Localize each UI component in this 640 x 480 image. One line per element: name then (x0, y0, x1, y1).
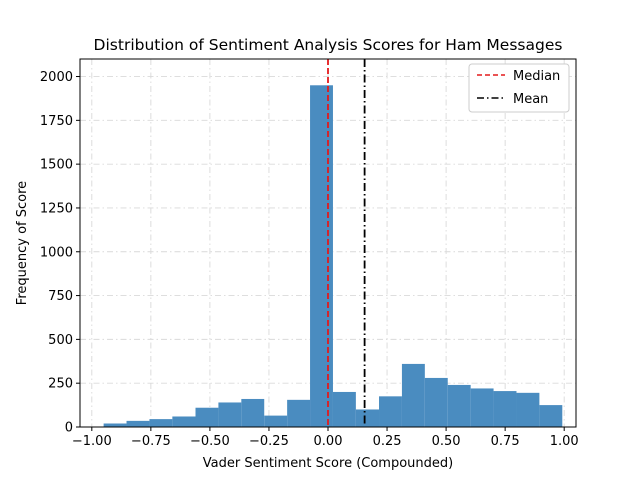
y-tick-label: 2000 (40, 70, 73, 85)
histogram-bar (379, 396, 402, 427)
histogram-bar (470, 388, 494, 427)
y-axis-ticks: 0 250 500 750 1000 1250 1500 1750 2000 (40, 70, 80, 436)
reference-lines (327, 59, 366, 427)
histogram-bar (264, 415, 288, 427)
histogram-bar (355, 409, 380, 427)
x-tick-label: 0.50 (432, 434, 461, 449)
x-tick-label: −0.50 (190, 434, 230, 449)
legend-box (468, 63, 570, 113)
histogram-bar (424, 377, 448, 427)
histogram-bar (447, 384, 471, 427)
histogram-bar (539, 405, 563, 427)
x-axis-ticks: −1.00 −0.75 −0.50 −0.25 0.00 0.25 0.50 0.75 1.00 (72, 427, 579, 449)
legend: Median Mean (468, 63, 570, 113)
histogram-bar (103, 423, 127, 427)
x-axis-label: Vader Sentiment Score (Compounded) (203, 456, 453, 471)
x-tick-label: 1.00 (550, 434, 579, 449)
y-tick-label: 0 (65, 421, 73, 436)
chart-title: Distribution of Sentiment Analysis Score… (94, 36, 563, 54)
histogram-bar (218, 402, 242, 427)
x-tick-label: −1.00 (72, 434, 112, 449)
y-axis-label: Frequency of Score (15, 181, 30, 305)
histogram-bar (195, 407, 219, 427)
histogram-bar (310, 85, 333, 428)
x-tick-label: 0.00 (314, 434, 343, 449)
histogram-bar (149, 419, 173, 427)
histogram-bar (401, 363, 425, 427)
histogram-bar (287, 399, 311, 427)
y-tick-label: 500 (48, 333, 73, 348)
x-tick-label: −0.75 (131, 434, 171, 449)
legend-mean-label: Mean (513, 92, 548, 107)
histogram-bar (172, 416, 196, 427)
y-tick-label: 1250 (40, 201, 73, 216)
histogram-bar (516, 392, 540, 427)
histogram-bar (241, 398, 265, 427)
histogram-bars (103, 85, 563, 428)
histogram-bar (332, 391, 356, 427)
x-tick-label: 0.25 (373, 434, 402, 449)
x-tick-label: −0.25 (249, 434, 289, 449)
y-tick-label: 1500 (40, 158, 73, 173)
legend-median-label: Median (513, 69, 560, 84)
y-tick-label: 1750 (40, 114, 73, 129)
histogram-bar (493, 391, 517, 427)
y-tick-label: 1000 (40, 245, 73, 260)
y-tick-label: 250 (48, 377, 73, 392)
histogram-bar (126, 420, 150, 427)
y-tick-label: 750 (48, 289, 73, 304)
x-tick-label: 0.75 (491, 434, 520, 449)
